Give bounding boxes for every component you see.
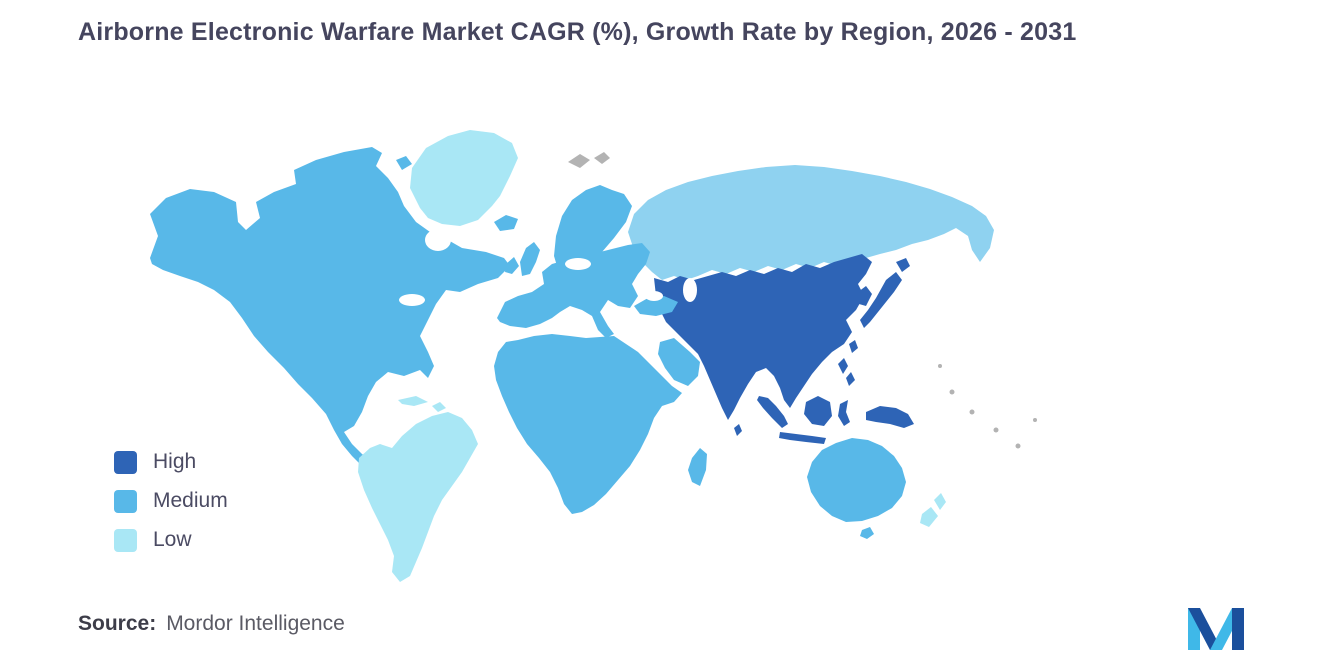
pacific-islands xyxy=(938,364,1037,449)
map-region-iceland xyxy=(494,215,518,231)
logo-stroke-4 xyxy=(1232,608,1244,650)
map-region-south-america xyxy=(358,412,478,582)
map-region-russia xyxy=(628,165,994,280)
logo-stroke-2 xyxy=(1188,608,1222,650)
legend-item-high: High xyxy=(114,450,228,474)
map-region-europe xyxy=(497,243,650,338)
map-region-tasmania xyxy=(860,527,874,539)
legend-swatch-medium xyxy=(114,489,137,513)
mordor-intelligence-logo xyxy=(1188,608,1244,650)
map-region-philippines-north xyxy=(838,358,848,374)
map-region-madagascar xyxy=(688,448,707,486)
map-region-hispaniola xyxy=(432,402,446,412)
source-line: Source: Mordor Intelligence xyxy=(78,612,345,636)
map-region-korea xyxy=(858,286,872,306)
map-region-sri-lanka xyxy=(734,424,742,436)
map-region-arctic-island-1 xyxy=(300,164,334,178)
source-label: Source: xyxy=(78,612,157,635)
legend-label-high: High xyxy=(153,450,197,473)
baltic-sea xyxy=(565,258,591,270)
map-region-new-guinea xyxy=(866,406,914,428)
black-sea xyxy=(645,291,663,301)
map-region-africa xyxy=(494,334,682,514)
map-region-philippines-south xyxy=(846,372,855,386)
map-region-australia xyxy=(807,438,906,522)
map-region-asia-pacific xyxy=(654,254,872,420)
great-lakes xyxy=(399,294,425,306)
map-region-united-kingdom xyxy=(520,242,540,276)
legend-swatch-low xyxy=(114,528,137,552)
map-region-borneo xyxy=(804,396,832,426)
map-region-north-america xyxy=(150,147,510,474)
legend-item-low: Low xyxy=(114,528,228,552)
legend-swatch-high xyxy=(114,450,137,474)
legend-label-medium: Medium xyxy=(153,489,228,512)
hudson-bay xyxy=(425,229,451,251)
chart-title: Airborne Electronic Warfare Market CAGR … xyxy=(78,18,1077,46)
map-region-ireland xyxy=(505,257,519,274)
map-region-scandinavia xyxy=(554,185,632,280)
map-region-new-zealand-south xyxy=(920,507,938,527)
map-region-arctic-island-3 xyxy=(396,156,412,170)
map-region-sulawesi xyxy=(838,400,850,426)
map-region-japan-hokkaido xyxy=(896,258,910,272)
map-region-japan xyxy=(860,272,902,328)
legend-label-low: Low xyxy=(153,528,192,551)
map-region-svalbard-east xyxy=(594,152,610,164)
legend: High Medium Low xyxy=(114,450,228,552)
map-region-turkey xyxy=(634,296,678,316)
map-region-arctic-island-2 xyxy=(342,154,368,166)
map-region-new-zealand-north xyxy=(934,493,946,510)
map-region-arabia xyxy=(658,338,700,386)
map-region-cuba xyxy=(398,396,428,406)
map-region-taiwan xyxy=(849,340,858,353)
map-region-svalbard-west xyxy=(568,154,590,168)
caspian-sea xyxy=(683,278,697,302)
map-region-greenland xyxy=(410,130,518,226)
map-region-sumatra xyxy=(757,396,788,428)
legend-item-medium: Medium xyxy=(114,489,228,513)
source-value: Mordor Intelligence xyxy=(166,612,345,635)
map-region-java xyxy=(779,432,826,444)
